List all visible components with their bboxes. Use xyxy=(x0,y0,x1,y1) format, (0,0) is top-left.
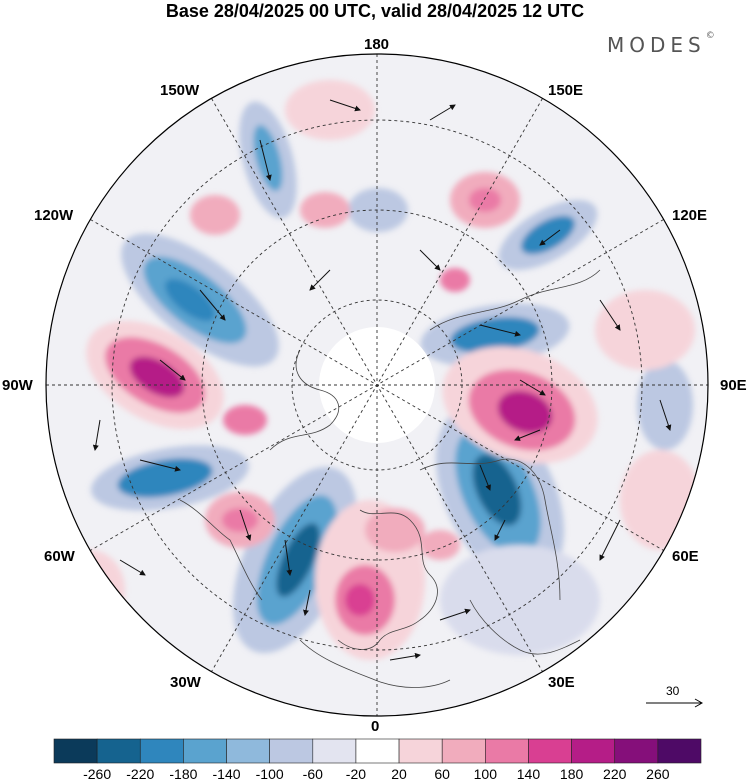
colorbar-swatch xyxy=(139,738,184,764)
colorbar-tick-label: -180 xyxy=(169,766,198,782)
colorbar-tick-label: 140 xyxy=(516,766,541,782)
lon-label-120w: 120W xyxy=(34,207,74,224)
map-boundary xyxy=(45,53,709,717)
colorbar-swatch xyxy=(441,738,486,764)
colorbar-swatch xyxy=(614,738,659,764)
colorbar-tick-label: -140 xyxy=(212,766,241,782)
colorbar-tick-label: -100 xyxy=(255,766,284,782)
colorbar-swatch xyxy=(269,738,314,764)
colorbar-tick-label: 100 xyxy=(473,766,498,782)
colorbar-tick-label: 220 xyxy=(603,766,627,782)
brand-copyright-mark: © xyxy=(705,31,715,41)
reference-vector-arrow-icon xyxy=(646,698,704,708)
anomaly-patches xyxy=(55,80,700,660)
lon-label-150w: 150W xyxy=(160,82,200,99)
colorbar-tick-label: -260 xyxy=(83,766,112,782)
colorbar-swatch xyxy=(226,738,270,764)
colorbar xyxy=(53,738,702,764)
colorbar-swatch xyxy=(96,738,141,764)
colorbar-tick-label: -20 xyxy=(345,766,367,782)
colorbar-swatch xyxy=(183,738,227,764)
colorbar-tick-label: 180 xyxy=(559,766,584,782)
lon-label-60w: 60W xyxy=(44,548,75,565)
colorbar-swatch xyxy=(312,738,357,764)
polar-map xyxy=(45,53,709,717)
lon-label-60e: 60E xyxy=(672,548,699,565)
coastlines xyxy=(179,269,601,688)
brand-text: MODES xyxy=(607,33,706,57)
colorbar-swatch xyxy=(398,738,443,764)
colorbar-swatch xyxy=(528,738,572,764)
graticule xyxy=(46,54,708,716)
lon-label-180: 180 xyxy=(364,36,390,53)
colorbar-tick-label: 260 xyxy=(646,766,670,782)
reference-vector-label: 30 xyxy=(666,684,680,698)
colorbar-swatch xyxy=(657,738,702,764)
colorbar-swatch xyxy=(355,738,400,764)
lon-label-90e: 90E xyxy=(720,377,747,394)
colorbar-tick-label: 20 xyxy=(391,766,407,782)
lon-label-150e: 150E xyxy=(548,82,584,99)
lon-label-30e: 30E xyxy=(548,674,575,691)
lon-label-120e: 120E xyxy=(672,207,708,224)
colorbar-swatch xyxy=(485,738,529,764)
colorbar-tick-label: -60 xyxy=(302,766,323,782)
colorbar-swatch xyxy=(571,738,616,764)
brand-logo: MODES© xyxy=(607,31,715,57)
colorbar-tick-label: -220 xyxy=(126,766,155,782)
wind-vectors xyxy=(92,99,672,661)
lon-label-0: 0 xyxy=(371,718,380,735)
colorbar-tick-label: 60 xyxy=(434,766,450,782)
chart-title: Base 28/04/2025 00 UTC, valid 28/04/2025… xyxy=(165,1,585,21)
colorbar-swatch xyxy=(53,738,98,764)
lon-label-30w: 30W xyxy=(170,674,201,691)
lon-label-90w: 90W xyxy=(2,377,33,394)
